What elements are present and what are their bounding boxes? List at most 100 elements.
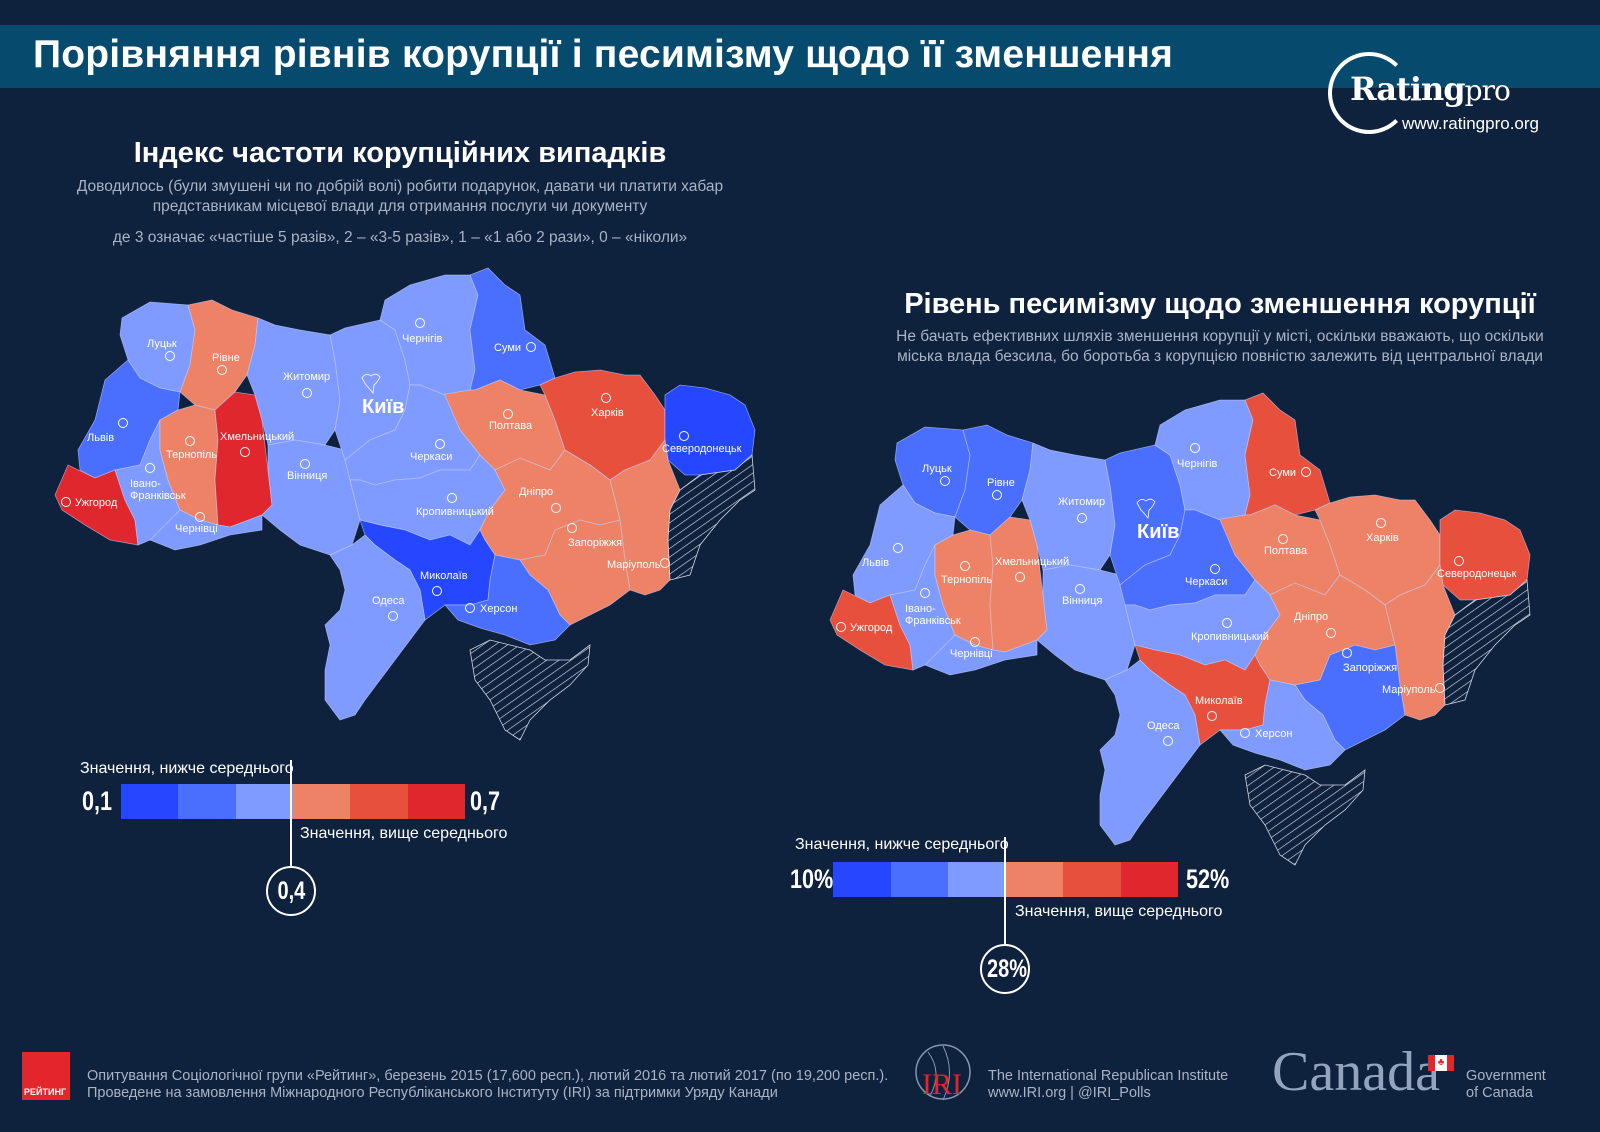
city-marker-icon (567, 523, 577, 533)
scale-step-R (1120, 862, 1178, 897)
city-marker-icon (551, 503, 561, 513)
city-marker-icon (1326, 628, 1336, 638)
city-marker-icon (1015, 572, 1025, 582)
canada-flag-icon: ♣ (1428, 1055, 1454, 1071)
rating-group-logo: РЕЙТИНГ (22, 1052, 70, 1100)
city-marker-icon (1190, 443, 1200, 453)
crimea-hatched-area (1244, 764, 1366, 866)
city-label-cherkasy: Черкаси (410, 451, 452, 463)
city-marker-icon (503, 409, 513, 419)
left-map-subtitle-2: представникам місцевої влади для отриман… (152, 198, 648, 215)
city-label-donetsk: Маріуполь (607, 559, 661, 571)
right-legend-max: 52% (1186, 864, 1230, 894)
region-sumy[interactable] (1244, 392, 1331, 516)
page-title: Порівняння рівнів корупції і песимізму щ… (33, 33, 1174, 76)
city-marker-icon (435, 439, 445, 449)
left-legend-below-label: Значення, нижче середнього (80, 760, 294, 777)
scale-step-L (235, 784, 293, 819)
left-map-subtitle-3: де 3 означає «частіше 5 разів», 2 – «3-5… (112, 229, 688, 246)
right-map-title: Рівень песимізму щодо зменшення корупції (904, 288, 1536, 320)
occupied-donbas-hatched-area (1442, 579, 1531, 706)
left-map-subtitle-1: Доводилось (були змушені чи по добрій во… (76, 178, 724, 195)
region-luhansk[interactable] (664, 384, 756, 476)
city-label-volyn: Луцьк (147, 338, 177, 350)
right-legend-color-scale (833, 862, 1178, 897)
occupied-donbas-hatched-area (667, 454, 756, 581)
city-label-rivne: Рівне (212, 352, 240, 364)
city-label-odesa: Одеса (372, 595, 405, 607)
city-label-zakarpattia: Ужгород (850, 622, 893, 634)
city-marker-icon (195, 512, 205, 522)
city-marker-icon (1342, 648, 1352, 658)
region-odesa[interactable] (324, 534, 426, 721)
kyiv-city-outline-icon (1136, 498, 1156, 519)
right-average-value: 28% (987, 955, 1028, 983)
city-label-volyn: Луцьк (922, 463, 952, 475)
right-map-subtitle-1: Не бачать ефективних шляхів зменшення ко… (896, 328, 1544, 345)
region-kherson[interactable] (444, 554, 571, 646)
scale-step-O (1063, 862, 1121, 897)
city-label-ivano-2: Франківськ (130, 490, 186, 502)
city-label-kherson: Херсон (480, 603, 517, 615)
gov-line-2: of Canada (1466, 1085, 1533, 1101)
scale-step-M (890, 862, 948, 897)
capital-label: Київ (362, 396, 404, 418)
iri-name: The International Republican Institute (988, 1068, 1229, 1084)
city-label-dnipro: Дніпро (1294, 611, 1328, 623)
region-chernivtsi[interactable] (924, 634, 1038, 676)
city-label-khmelnytskyi: Хмельницький (995, 556, 1069, 568)
iri-logo-text: IRI (922, 1068, 962, 1101)
city-marker-icon (1435, 683, 1445, 693)
city-label-kharkiv: Харків (1366, 532, 1399, 544)
city-label-zhytomyr: Житомир (1058, 496, 1105, 508)
city-marker-icon (447, 493, 457, 503)
government-of-canada: Government of Canada (1466, 1068, 1546, 1102)
right-legend-above-label: Значення, вище середнього (1015, 903, 1223, 920)
footer-line-1: Опитування Соціологічної групи «Рейтинг»… (87, 1068, 889, 1084)
city-marker-icon (1240, 728, 1250, 738)
city-marker-icon (185, 436, 195, 446)
region-odesa[interactable] (1099, 659, 1201, 846)
city-label-vinnytsia: Вінниця (287, 470, 327, 482)
city-label-mykolaiv: Миколаїв (1195, 695, 1243, 707)
city-marker-icon (165, 351, 175, 361)
city-marker-icon (1210, 564, 1220, 574)
city-label-kirovohrad: Кропивницький (416, 506, 494, 518)
city-marker-icon (992, 490, 1002, 500)
city-label-zakarpattia: Ужгород (75, 497, 118, 509)
city-marker-icon (660, 558, 670, 568)
left-legend-average-line (290, 760, 292, 868)
scale-step-D (121, 784, 179, 819)
city-marker-icon (1163, 736, 1173, 746)
region-chernivtsi[interactable] (149, 509, 263, 551)
city-marker-icon (300, 459, 310, 469)
city-marker-icon (1301, 467, 1311, 477)
city-marker-icon (1222, 618, 1232, 628)
scale-step-O (350, 784, 408, 819)
city-label-ternopil: Тернопіль (166, 449, 217, 461)
city-label-mykolaiv: Миколаїв (420, 570, 468, 582)
city-marker-icon (61, 497, 71, 507)
city-label-ivano-1: Івано- (905, 603, 936, 615)
city-label-lviv: Львів (87, 432, 114, 444)
city-marker-icon (940, 476, 950, 486)
left-average-value: 0,4 (277, 877, 305, 905)
city-label-chernihiv: Чернігів (1177, 458, 1218, 470)
capital-label: Київ (1137, 521, 1179, 543)
city-marker-icon (415, 318, 425, 328)
logo-url: www.ratingpro.org (1402, 114, 1540, 133)
city-marker-icon (145, 463, 155, 473)
scale-step-L (948, 862, 1006, 897)
city-marker-icon (1278, 534, 1288, 544)
region-luhansk[interactable] (1439, 509, 1531, 601)
region-sumy[interactable] (469, 267, 556, 391)
left-legend-max: 0,7 (470, 786, 501, 816)
scale-step-R (407, 784, 465, 819)
city-label-luhansk: Северодонецьк (662, 443, 742, 455)
gov-line-1: Government (1466, 1068, 1546, 1084)
right-legend-below-label: Значення, нижче середнього (795, 836, 1009, 853)
city-marker-icon (432, 586, 442, 596)
city-marker-icon (526, 342, 536, 352)
city-marker-icon (465, 603, 475, 613)
region-kherson[interactable] (1219, 679, 1346, 771)
